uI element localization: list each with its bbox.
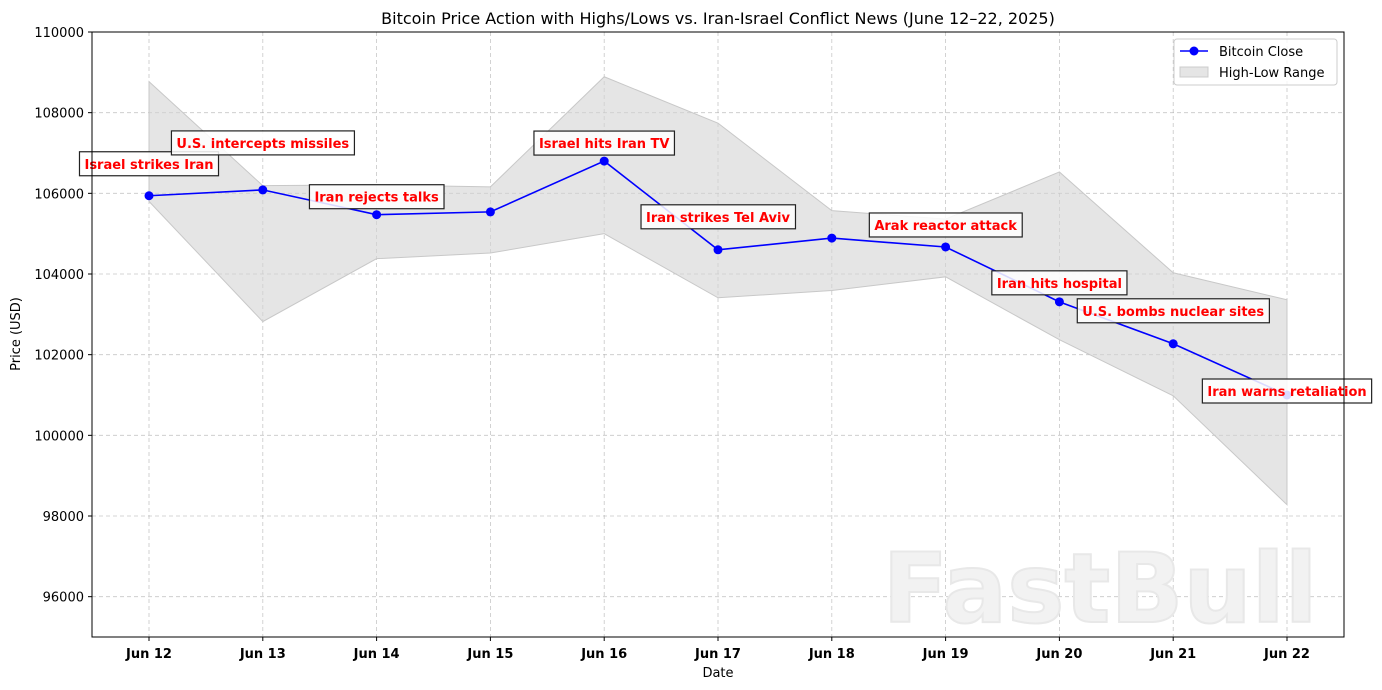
close-point xyxy=(941,242,951,252)
x-tick-label: Jun 20 xyxy=(1035,647,1082,662)
annotation-label: U.S. intercepts missiles xyxy=(176,137,349,152)
chart-title: Bitcoin Price Action with Highs/Lows vs.… xyxy=(381,9,1055,28)
annotation-label: Arak reactor attack xyxy=(874,219,1017,234)
legend-area-swatch xyxy=(1179,66,1209,78)
annotation-box xyxy=(991,270,1128,296)
legend-close-label: Bitcoin Close xyxy=(1219,45,1303,60)
x-tick-label: Jun 19 xyxy=(922,647,969,662)
close-point xyxy=(1168,339,1178,349)
x-tick-label: Jun 16 xyxy=(580,647,627,662)
close-point xyxy=(258,185,268,195)
legend: Bitcoin Close High-Low Range xyxy=(1173,38,1338,86)
annotation: Iran strikes Tel Aviv xyxy=(640,204,797,230)
x-tick-label: Jun 15 xyxy=(466,647,513,662)
annotation: Iran hits hospital xyxy=(991,270,1128,296)
annotation: U.S. bombs nuclear sites xyxy=(1076,298,1270,324)
y-tick-label: 98000 xyxy=(43,510,84,525)
close-point xyxy=(485,207,495,217)
annotation-label: Iran hits hospital xyxy=(997,277,1122,292)
annotation-box xyxy=(640,204,797,230)
high-low-range-area xyxy=(148,76,1288,506)
annotation-label: Israel hits Iran TV xyxy=(539,137,669,152)
high-low-band xyxy=(148,76,1288,506)
annotation: Israel hits Iran TV xyxy=(533,130,676,156)
annotation-box xyxy=(170,130,356,156)
x-tick-label: Jun 13 xyxy=(239,647,286,662)
y-tick-label: 108000 xyxy=(34,107,84,122)
close-point xyxy=(713,245,723,255)
y-tick-label: 110000 xyxy=(34,26,84,41)
x-axis: Jun 12 Jun 13 Jun 14 Jun 15 Jun 16 Jun 17 Jun … xyxy=(125,637,1310,662)
annotation-label: Iran strikes Tel Aviv xyxy=(646,211,790,226)
annotation: Arak reactor attack xyxy=(868,212,1023,238)
legend-range-label: High-Low Range xyxy=(1219,66,1325,81)
y-axis-label: Price (USD) xyxy=(9,297,24,371)
annotation-box xyxy=(533,130,676,156)
annotation: Israel strikes Iran xyxy=(78,151,220,177)
close-point xyxy=(1054,297,1064,307)
x-tick-label: Jun 14 xyxy=(353,647,400,662)
annotation-label: U.S. bombs nuclear sites xyxy=(1082,305,1264,320)
x-tick-label: Jun 17 xyxy=(694,647,741,662)
x-tick-label: Jun 22 xyxy=(1263,647,1310,662)
annotation-label: Iran warns retaliation xyxy=(1207,385,1366,400)
close-point xyxy=(599,156,609,166)
annotation: Iran warns retaliation xyxy=(1201,378,1373,404)
annotation-box xyxy=(78,151,220,177)
y-tick-label: 100000 xyxy=(34,429,84,444)
annotation: U.S. intercepts missiles xyxy=(170,130,356,156)
y-axis: 96000 98000 100000 102000 104000 106000 108000… xyxy=(34,26,92,606)
x-tick-label: Jun 12 xyxy=(125,647,172,662)
close-point xyxy=(372,210,382,220)
x-tick-label: Jun 21 xyxy=(1149,647,1196,662)
close-point xyxy=(144,191,154,201)
y-tick-label: 96000 xyxy=(43,591,84,606)
legend-marker xyxy=(1189,46,1199,56)
annotation: Iran rejects talks xyxy=(308,184,445,210)
x-axis-label: Date xyxy=(702,666,733,681)
annotations: Israel strikes Iran U.S. intercepts missi… xyxy=(78,130,1373,404)
y-tick-label: 106000 xyxy=(34,187,84,202)
annotation-box xyxy=(1201,378,1373,404)
annotation-box xyxy=(868,212,1023,238)
close-point xyxy=(827,233,837,243)
y-tick-label: 102000 xyxy=(34,349,84,364)
annotation-label: Israel strikes Iran xyxy=(84,158,213,173)
watermark: FastBull xyxy=(882,533,1317,645)
x-tick-label: Jun 18 xyxy=(808,647,855,662)
annotation-box xyxy=(308,184,445,210)
annotation-label: Iran rejects talks xyxy=(314,191,439,206)
annotation-box xyxy=(1076,298,1270,324)
y-tick-label: 104000 xyxy=(34,268,84,283)
